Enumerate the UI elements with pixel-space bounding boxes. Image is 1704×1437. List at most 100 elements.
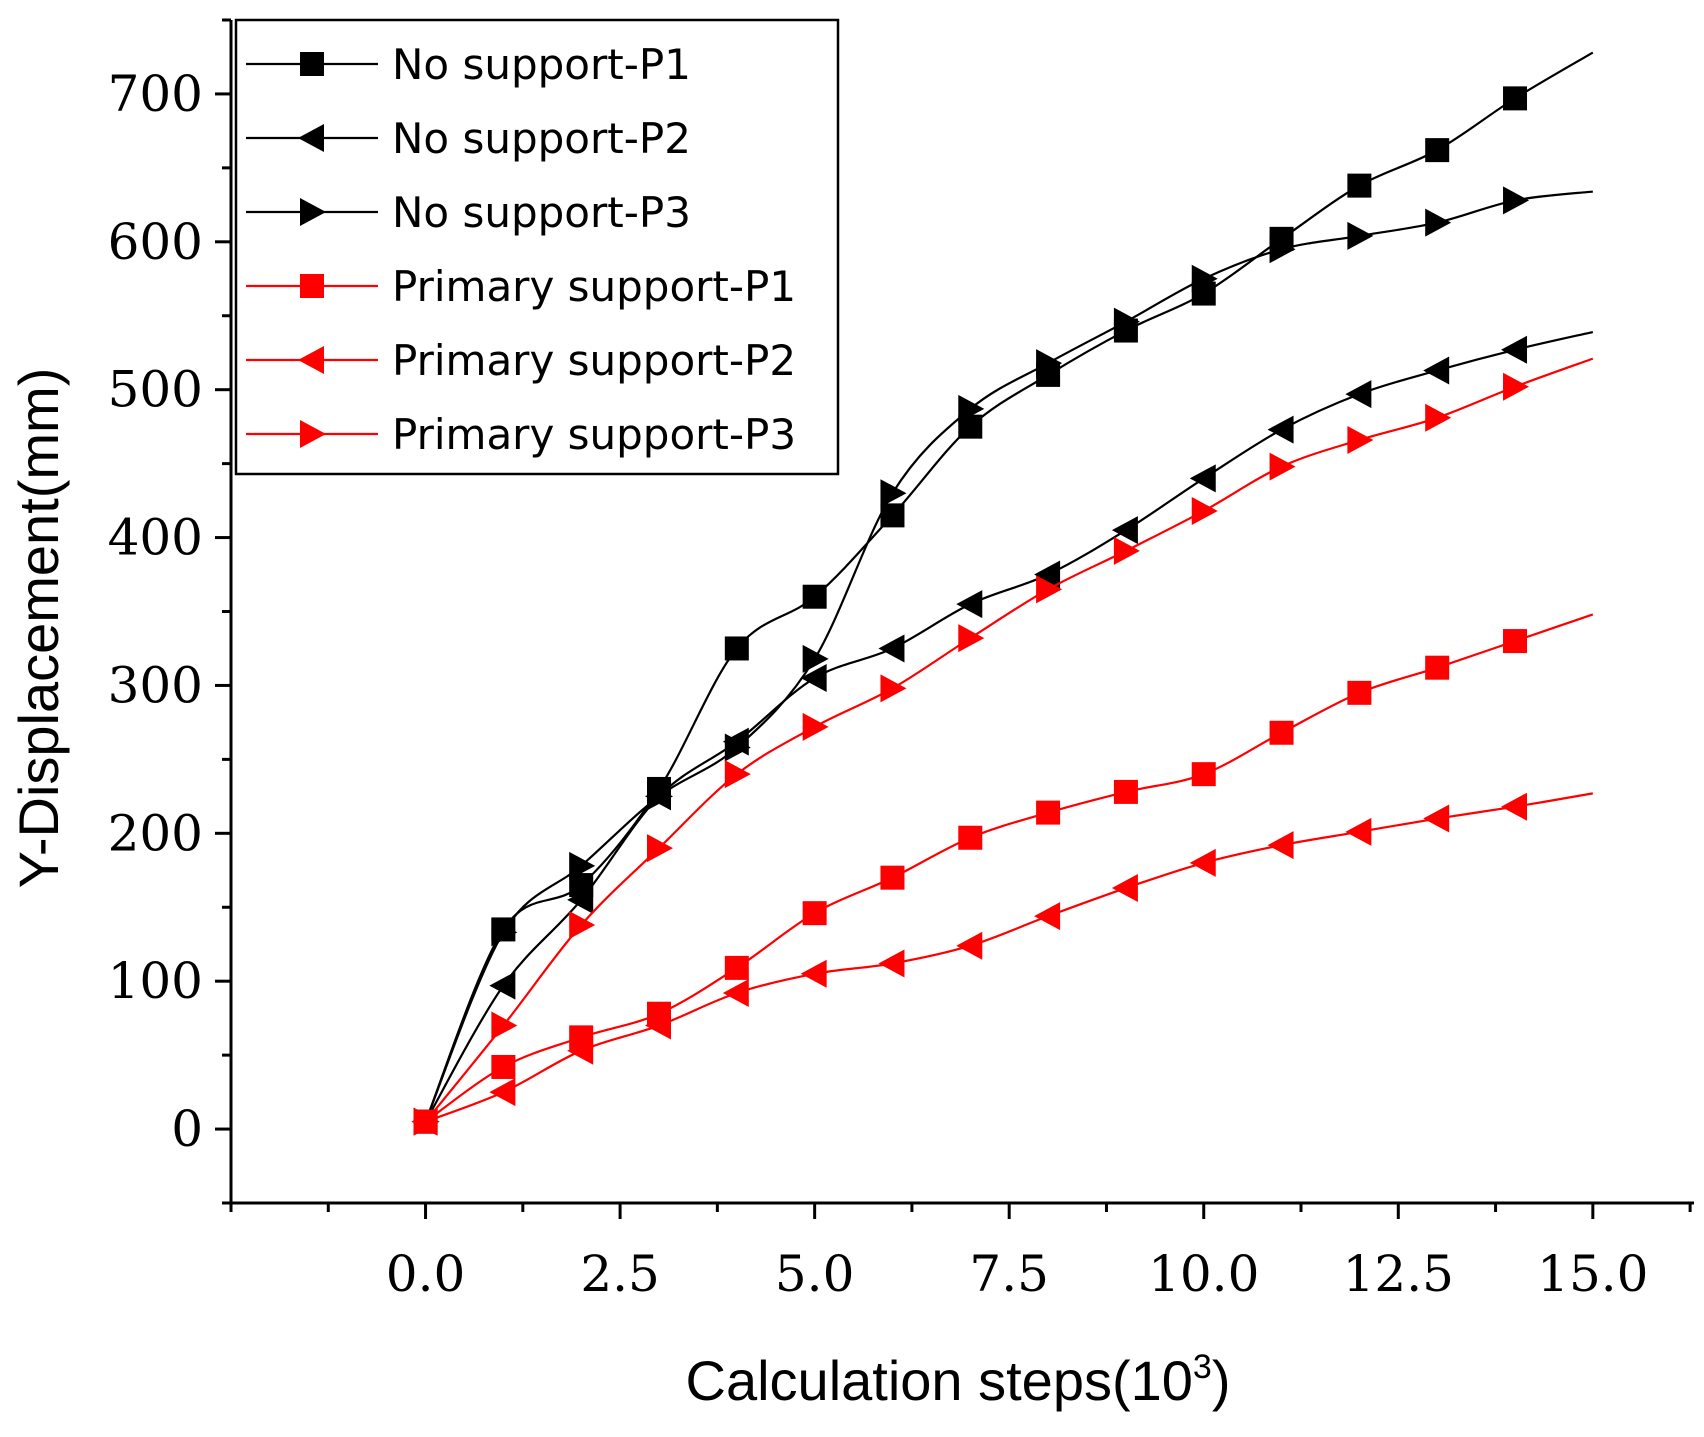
y-axis-title: Y-Displacement(mm)	[7, 368, 70, 889]
data-point	[1503, 372, 1530, 401]
legend-entry: No support-P1	[246, 40, 691, 89]
data-point	[567, 1036, 594, 1065]
data-point	[802, 712, 829, 741]
legend-label: No support-P2	[392, 114, 691, 163]
series-6	[413, 357, 1594, 1136]
x-axis-title-close: )	[1212, 1349, 1231, 1412]
data-point	[1423, 804, 1450, 833]
legend-marker	[300, 420, 326, 448]
legend-label: Primary support-P3	[392, 410, 796, 459]
legend-label: No support-P3	[392, 188, 691, 237]
data-point	[1191, 264, 1218, 293]
data-point	[1113, 779, 1138, 804]
legend-entry: Primary support-P1	[246, 262, 796, 311]
data-point	[800, 959, 827, 988]
x-tick-label: 10.0	[1148, 1245, 1259, 1303]
legend-label: No support-P1	[392, 40, 691, 89]
legend-entry: Primary support-P3	[246, 410, 796, 459]
data-point	[645, 1011, 672, 1040]
data-point	[1503, 629, 1528, 654]
x-tick-label: 0.0	[386, 1245, 466, 1303]
y-tick-label: 200	[108, 804, 203, 862]
x-tick-label: 2.5	[580, 1245, 660, 1303]
legend-marker	[300, 274, 324, 298]
y-tick-label: 0	[171, 1100, 203, 1158]
data-point	[802, 584, 827, 609]
tick-labels: 0 100 200 300 400 500 600 700 0.0 2.5 5.0 7.5 10.0 12…	[108, 65, 1649, 1303]
data-point	[1503, 186, 1530, 215]
data-point	[724, 955, 749, 980]
data-point	[880, 674, 907, 703]
series-layer	[411, 51, 1594, 1136]
x-tick-label: 15.0	[1537, 1245, 1648, 1303]
data-point	[1269, 720, 1294, 745]
data-point	[1111, 874, 1138, 903]
data-point	[1347, 173, 1372, 198]
x-tick-label: 5.0	[775, 1245, 855, 1303]
data-point	[1113, 536, 1140, 565]
data-point	[413, 1107, 440, 1136]
y-tick-label: 600	[108, 213, 203, 271]
data-point	[878, 634, 905, 663]
x-axis-title-exponent: 3	[1193, 1348, 1212, 1386]
legend-label: Primary support-P2	[392, 336, 796, 385]
data-point	[724, 760, 751, 789]
x-tick-label: 7.5	[969, 1245, 1049, 1303]
data-point	[1501, 792, 1528, 821]
data-point	[489, 971, 516, 1000]
series-line	[424, 357, 1594, 1123]
data-point	[1267, 831, 1294, 860]
data-point	[1425, 403, 1452, 432]
series-4	[413, 613, 1594, 1134]
data-point	[1503, 86, 1528, 111]
legend-marker	[298, 346, 324, 374]
data-point	[880, 865, 905, 890]
data-point	[880, 479, 907, 508]
data-point	[1191, 762, 1216, 787]
axes	[215, 18, 1694, 1219]
data-point	[1113, 307, 1140, 336]
data-point	[956, 931, 983, 960]
data-point	[958, 394, 985, 423]
data-point	[1347, 425, 1374, 454]
data-point	[1034, 560, 1061, 589]
data-point	[567, 885, 594, 914]
legend-entry: No support-P3	[246, 188, 691, 237]
y-tick-label: 400	[108, 509, 203, 567]
data-point	[1425, 208, 1452, 237]
x-tick-label: 12.5	[1343, 1245, 1454, 1303]
data-point	[1269, 235, 1296, 264]
data-point	[1036, 349, 1063, 378]
data-point	[1347, 680, 1372, 705]
data-point	[724, 733, 751, 762]
x-axis-title-text: Calculation steps(10	[686, 1349, 1193, 1412]
legend-entry: Primary support-P2	[246, 336, 796, 385]
data-point	[1191, 496, 1218, 525]
series-line	[424, 613, 1594, 1123]
series-5	[411, 792, 1594, 1136]
data-point	[1345, 817, 1372, 846]
data-point	[491, 1011, 518, 1040]
legend-marker	[300, 52, 324, 76]
data-point	[1501, 335, 1528, 364]
data-point	[956, 590, 983, 619]
y-tick-label: 500	[108, 361, 203, 419]
series-line	[425, 792, 1594, 1123]
series-3	[413, 186, 1593, 1136]
data-point	[1036, 575, 1063, 604]
y-tick-label: 700	[108, 65, 203, 123]
data-point	[1267, 415, 1294, 444]
data-point	[958, 825, 983, 850]
data-point	[802, 644, 829, 673]
data-point	[1345, 380, 1372, 409]
data-point	[722, 979, 749, 1008]
legend-entry: No support-P2	[246, 114, 691, 163]
data-point	[800, 664, 827, 693]
data-point	[724, 636, 749, 661]
data-point	[491, 1054, 516, 1079]
legend-label: Primary support-P1	[392, 262, 796, 311]
y-tick-label: 300	[108, 656, 203, 714]
data-point	[878, 949, 905, 978]
